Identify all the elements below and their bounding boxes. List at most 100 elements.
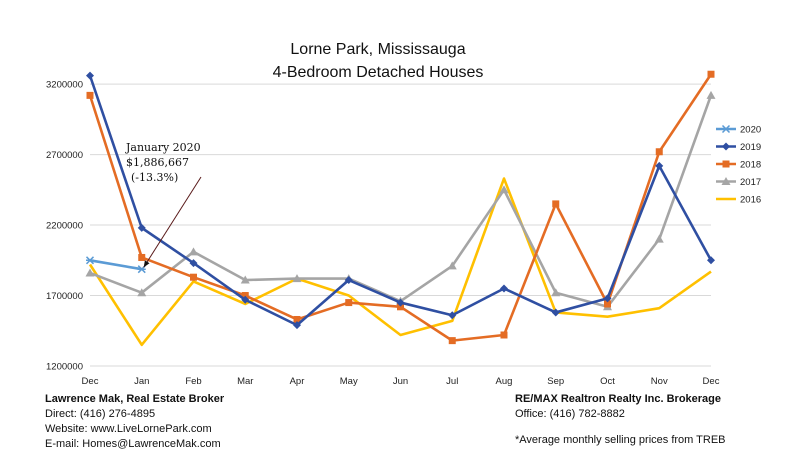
data-point <box>293 315 301 323</box>
series-line-2020 <box>89 259 142 271</box>
website: Website: www.LiveLornePark.com <box>45 423 212 435</box>
direct-phone: Direct: (416) 276-4895 <box>45 408 156 420</box>
series-2019 <box>86 71 715 330</box>
line-chart: Lorne Park, Mississauga 4-Bedroom Detach… <box>46 41 761 387</box>
data-point <box>500 284 508 293</box>
data-point <box>448 337 456 345</box>
x-tick-label: Aug <box>496 376 513 387</box>
data-point <box>551 308 560 317</box>
data-point <box>499 185 509 194</box>
x-tick-label: Dec <box>703 376 720 387</box>
data-point <box>241 295 250 304</box>
annotation-line-3: (-13.3%) <box>131 171 178 184</box>
data-point <box>447 261 457 270</box>
y-tick-label: 2700000 <box>46 150 83 161</box>
footer-contact: Lawrence Mak, Real Estate Broker Direct:… <box>45 392 224 452</box>
chart-title-line-1: Lorne Park, Mississauga <box>290 41 465 58</box>
annotation-arrow <box>143 176 202 268</box>
x-tick-label: Jan <box>134 376 149 387</box>
series-2017 <box>85 90 716 311</box>
legend-label: 2019 <box>740 142 761 153</box>
source-note: *Average monthly selling prices from TRE… <box>515 434 726 446</box>
broker-name: Lawrence Mak, Real Estate Broker <box>45 393 225 405</box>
x-tick-label: Feb <box>185 376 201 387</box>
data-point <box>293 321 301 330</box>
footer-brokerage: RE/MAX Realtron Realty Inc. Brokerage Of… <box>515 392 721 422</box>
data-point <box>85 268 95 277</box>
data-point <box>86 71 94 80</box>
data-point <box>655 161 664 170</box>
series-2018 <box>86 70 715 345</box>
data-point <box>138 253 146 261</box>
data-point <box>189 259 198 268</box>
legend-entry-2016: 2016 <box>716 195 761 206</box>
data-point <box>448 311 457 320</box>
annotation-arrowhead <box>143 260 150 268</box>
chart-title-line-2: 4-Bedroom Detached Houses <box>273 64 484 81</box>
data-point <box>654 234 664 243</box>
data-point <box>707 70 715 78</box>
data-point <box>500 331 508 339</box>
data-point <box>655 148 663 156</box>
data-point <box>85 256 95 265</box>
legend-entry-2020: 2020 <box>716 125 761 136</box>
x-tick-label: Nov <box>651 376 668 387</box>
legend-label: 2020 <box>740 125 761 136</box>
y-tick-label: 1200000 <box>46 362 83 373</box>
legend-entry-2018: 2018 <box>716 160 761 171</box>
office-phone: Office: (416) 782-8882 <box>515 408 625 420</box>
data-point <box>241 292 249 300</box>
data-point <box>86 91 94 99</box>
brokerage-name: RE/MAX Realtron Realty Inc. Brokerage <box>515 393 722 405</box>
data-point <box>603 294 612 303</box>
gridlines <box>90 83 711 367</box>
legend: 2020 2019 2018 2017 2016 <box>716 125 761 206</box>
data-point <box>190 273 197 281</box>
legend-label: 2016 <box>740 195 761 206</box>
series-2016 <box>88 177 712 347</box>
data-point <box>721 177 731 185</box>
data-point <box>722 160 730 168</box>
data-point <box>706 90 716 99</box>
x-tick-label: Jun <box>393 376 408 387</box>
x-tick-label: Sep <box>547 376 564 387</box>
y-tick-label: 2200000 <box>46 221 83 232</box>
legend-entry-2019: 2019 <box>716 142 761 153</box>
y-axis: 1200000 1700000 2200000 2700000 3200000 <box>46 80 83 373</box>
data-point <box>397 303 404 311</box>
x-tick-label: Mar <box>237 376 253 387</box>
series-line-2019 <box>88 75 713 327</box>
data-point <box>552 200 560 208</box>
data-point <box>137 288 147 297</box>
annotation-line-1: January 2020 <box>125 141 201 154</box>
y-tick-label: 3200000 <box>46 80 83 91</box>
data-point <box>292 274 302 283</box>
data-point <box>604 300 611 308</box>
annotation: January 2020 $1,886,667 (-13.3%) <box>125 141 202 268</box>
legend-entry-2017: 2017 <box>716 177 761 188</box>
data-point <box>551 288 561 297</box>
series-group <box>85 70 716 347</box>
legend-label: 2017 <box>740 177 761 188</box>
annotation-line-2: $1,886,667 <box>126 156 189 169</box>
series-line-2016 <box>88 177 712 347</box>
email: E-mail: Homes@LawrenceMak.com <box>45 438 221 450</box>
data-point <box>722 142 730 151</box>
data-point <box>344 276 353 285</box>
x-tick-label: May <box>340 376 358 387</box>
data-point <box>396 298 405 307</box>
x-tick-label: Dec <box>82 376 99 387</box>
data-point <box>721 124 731 134</box>
x-tick-label: Jul <box>446 376 458 387</box>
legend-label: 2018 <box>740 160 761 171</box>
data-point <box>345 299 353 307</box>
x-axis: Dec Jan Feb Mar Apr May Jun Jul Aug Sep Oct Nov Dec <box>82 376 720 387</box>
series-2020 <box>85 256 146 274</box>
data-point <box>240 275 250 284</box>
data-point <box>189 247 198 256</box>
y-tick-label: 1700000 <box>46 291 83 302</box>
x-tick-label: Apr <box>290 376 305 387</box>
x-tick-label: Oct <box>600 376 615 387</box>
data-point <box>707 256 715 265</box>
data-point <box>137 223 146 232</box>
